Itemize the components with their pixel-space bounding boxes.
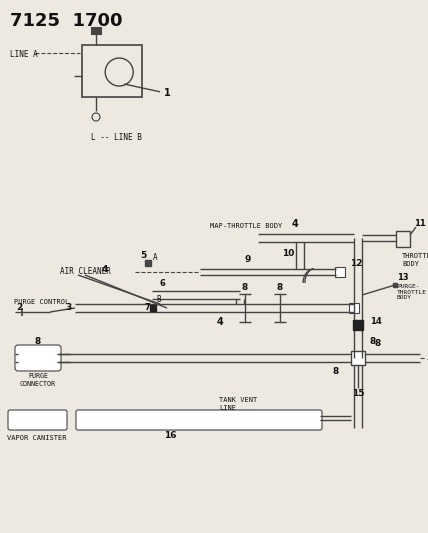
Text: VAPOR CANISTER: VAPOR CANISTER	[7, 435, 67, 441]
Bar	[349, 303, 359, 313]
Text: 14: 14	[370, 318, 382, 327]
Text: AIR CLEANER: AIR CLEANER	[60, 268, 111, 277]
Text: 3: 3	[65, 303, 71, 312]
Text: LINE A: LINE A	[10, 50, 38, 59]
Text: 5: 5	[140, 251, 146, 260]
Bar	[335, 267, 345, 277]
Text: 4: 4	[102, 265, 108, 274]
Text: B: B	[156, 295, 160, 303]
Text: 13: 13	[397, 273, 409, 282]
Text: 15: 15	[352, 390, 364, 399]
Bar	[396, 231, 410, 247]
Text: 8: 8	[242, 284, 248, 293]
FancyBboxPatch shape	[76, 410, 322, 430]
Bar	[91, 27, 101, 34]
Text: PURGE CONTROL: PURGE CONTROL	[14, 299, 69, 305]
Text: 4: 4	[217, 317, 223, 327]
Text: MAP-THROTTLE BODY: MAP-THROTTLE BODY	[210, 223, 282, 229]
Text: PURGE-
THROTTLE
BODY: PURGE- THROTTLE BODY	[397, 284, 427, 300]
FancyBboxPatch shape	[8, 410, 67, 430]
Text: TANK VENT
LINE: TANK VENT LINE	[219, 398, 257, 410]
Text: 8: 8	[333, 367, 339, 376]
Text: 11: 11	[414, 219, 426, 228]
Text: 6: 6	[160, 279, 166, 287]
Text: L -- LINE B: L -- LINE B	[91, 133, 142, 142]
Bar	[82, 45, 142, 97]
Text: 1: 1	[164, 88, 171, 98]
Text: PCV-
TEE: PCV- TEE	[427, 351, 428, 365]
Text: 9: 9	[245, 255, 251, 264]
Text: 12: 12	[350, 260, 363, 269]
Bar	[351, 351, 365, 365]
Text: A: A	[153, 254, 158, 262]
Text: 8: 8	[375, 340, 381, 349]
Text: 8: 8	[370, 337, 376, 346]
Text: 10: 10	[282, 249, 294, 259]
Text: PURGE
CONNECTOR: PURGE CONNECTOR	[20, 374, 56, 386]
Text: 7125  1700: 7125 1700	[10, 12, 122, 30]
Text: 8: 8	[35, 337, 41, 346]
Text: 4: 4	[291, 219, 298, 229]
FancyBboxPatch shape	[15, 345, 61, 371]
Text: 16: 16	[164, 432, 176, 440]
Text: 2: 2	[16, 303, 22, 311]
Text: 7: 7	[144, 303, 150, 312]
Text: THROTTLE
BODY: THROTTLE BODY	[402, 254, 428, 266]
Text: 8: 8	[277, 284, 283, 293]
